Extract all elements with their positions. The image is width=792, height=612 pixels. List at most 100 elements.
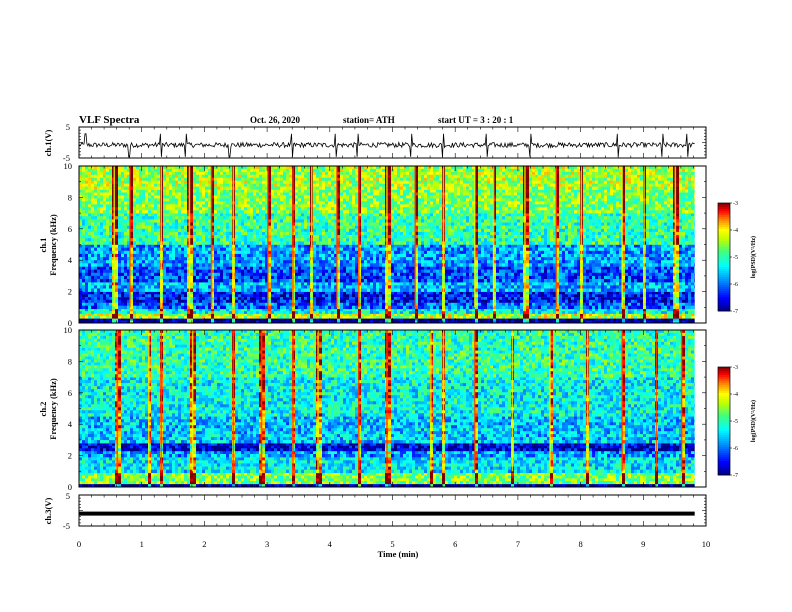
spectrogram-cell xyxy=(664,244,668,248)
spectrogram-cell xyxy=(268,318,272,321)
spectrogram-cell xyxy=(664,305,668,310)
spectrogram-cell xyxy=(118,299,122,303)
spectrogram-cell xyxy=(472,299,476,303)
spectrogram-cell xyxy=(169,315,173,319)
spectrogram-cell xyxy=(436,244,440,248)
spectrogram-cell xyxy=(196,269,200,273)
spectrogram-cell xyxy=(526,285,530,289)
spectrogram-cell xyxy=(82,302,86,306)
spectrogram-cell xyxy=(82,320,86,324)
spectrogram-cell xyxy=(241,279,245,283)
spectrogram-cell xyxy=(436,313,440,317)
spectrogram-cell xyxy=(373,282,377,286)
spectrogram-cell xyxy=(589,313,593,317)
spectrogram-cell xyxy=(133,282,137,286)
spectrogram-cell xyxy=(592,315,596,319)
spectrogram-cell xyxy=(634,269,638,273)
spectrogram-cell xyxy=(292,315,296,319)
spectrogram-cell xyxy=(151,308,155,312)
spectrogram-cell xyxy=(622,320,626,324)
spectrogram-cell xyxy=(577,250,581,255)
spectrogram-cell xyxy=(559,282,563,286)
spectrogram-cell xyxy=(577,315,581,319)
spectrogram-cell xyxy=(496,291,500,295)
spectrogram-cell xyxy=(499,275,503,280)
spectrogram-cell xyxy=(109,288,113,292)
spectrogram-cell xyxy=(223,302,227,306)
spectrogram-cell xyxy=(298,299,302,303)
spectrogram-cell xyxy=(496,299,500,303)
spectrogram-cell xyxy=(613,244,617,248)
spectrogram-cell xyxy=(409,299,413,303)
spectrogram-cell xyxy=(433,253,437,258)
spectrogram-cell xyxy=(661,315,665,319)
spectrogram-cell xyxy=(85,244,89,248)
spectrogram-cell xyxy=(412,308,416,312)
spectrogram-cell xyxy=(169,291,173,295)
spectrogram-cell xyxy=(199,279,203,283)
spectrogram-cell xyxy=(331,285,335,289)
spectrogram-cell xyxy=(175,305,179,310)
spectrogram-cell xyxy=(241,311,245,314)
spectrogram-cell xyxy=(520,299,524,303)
spectrogram-cell xyxy=(574,282,578,286)
spectrogram-cell xyxy=(211,311,215,314)
spectrogram-cell xyxy=(451,247,455,251)
spectrogram-cell xyxy=(496,279,500,283)
spectrogram-cell xyxy=(127,313,131,317)
spectrogram-cell xyxy=(451,318,455,321)
spectrogram-cell xyxy=(490,318,494,321)
spectrogram-cell xyxy=(400,291,404,295)
spectrogram-cell xyxy=(214,294,218,298)
spectrogram-cell xyxy=(244,282,248,286)
spectrogram-cell xyxy=(154,250,158,255)
spectrogram-cell xyxy=(148,269,152,273)
spectrogram-cell xyxy=(547,250,551,255)
spectrogram-cell xyxy=(148,320,152,324)
spectrogram-cell xyxy=(331,320,335,324)
spectrogram-cell xyxy=(655,299,659,303)
spectrogram-cell xyxy=(94,291,98,295)
spectrogram-cell xyxy=(88,247,92,251)
spectrogram-cell xyxy=(235,285,239,289)
spectrogram-cell xyxy=(247,279,251,283)
spectrogram-cell xyxy=(469,291,473,295)
spectrogram-cell xyxy=(670,279,674,283)
spectrogram-cell xyxy=(376,311,380,314)
spectrogram-cell xyxy=(514,302,518,306)
spectrogram-cell xyxy=(88,275,92,280)
spectrogram-cell xyxy=(463,275,467,280)
spectrogram-cell xyxy=(370,313,374,317)
spectrogram-cell xyxy=(133,311,137,314)
spectrogram-cell xyxy=(658,297,662,301)
spectrogram-cell xyxy=(283,282,287,286)
spectrogram-cell xyxy=(583,244,587,248)
spectrogram-cell xyxy=(115,297,119,301)
spectrogram-cell xyxy=(664,279,668,283)
spectrogram-cell xyxy=(280,299,284,303)
spectrogram-cell xyxy=(364,302,368,306)
spectrogram-cell xyxy=(202,250,206,255)
spectrogram-cell xyxy=(490,282,494,286)
spectrogram-cell xyxy=(472,269,476,273)
spectrogram-cell xyxy=(553,302,557,306)
spectrogram-cell xyxy=(136,285,140,289)
spectrogram-cell xyxy=(622,291,626,295)
spectrogram-cell xyxy=(151,311,155,314)
spectrogram-cell xyxy=(355,294,359,298)
spectrogram-cell xyxy=(223,253,227,258)
spectrogram-cell xyxy=(223,285,227,289)
spectrogram-cell xyxy=(178,247,182,251)
spectrogram-cell xyxy=(592,308,596,312)
spectrogram-cell xyxy=(508,297,512,301)
spectrogram-cell xyxy=(355,313,359,317)
spectrogram-cell xyxy=(646,308,650,312)
spectrogram-cell xyxy=(409,291,413,295)
spectrogram-cell xyxy=(319,269,323,273)
spectrogram-cell xyxy=(346,305,350,310)
spectrogram-cell xyxy=(136,247,140,251)
spectrogram-cell xyxy=(604,279,608,283)
spectrogram-cell xyxy=(610,285,614,289)
spectrogram-cell xyxy=(94,320,98,324)
spectrogram-cell xyxy=(280,247,284,251)
